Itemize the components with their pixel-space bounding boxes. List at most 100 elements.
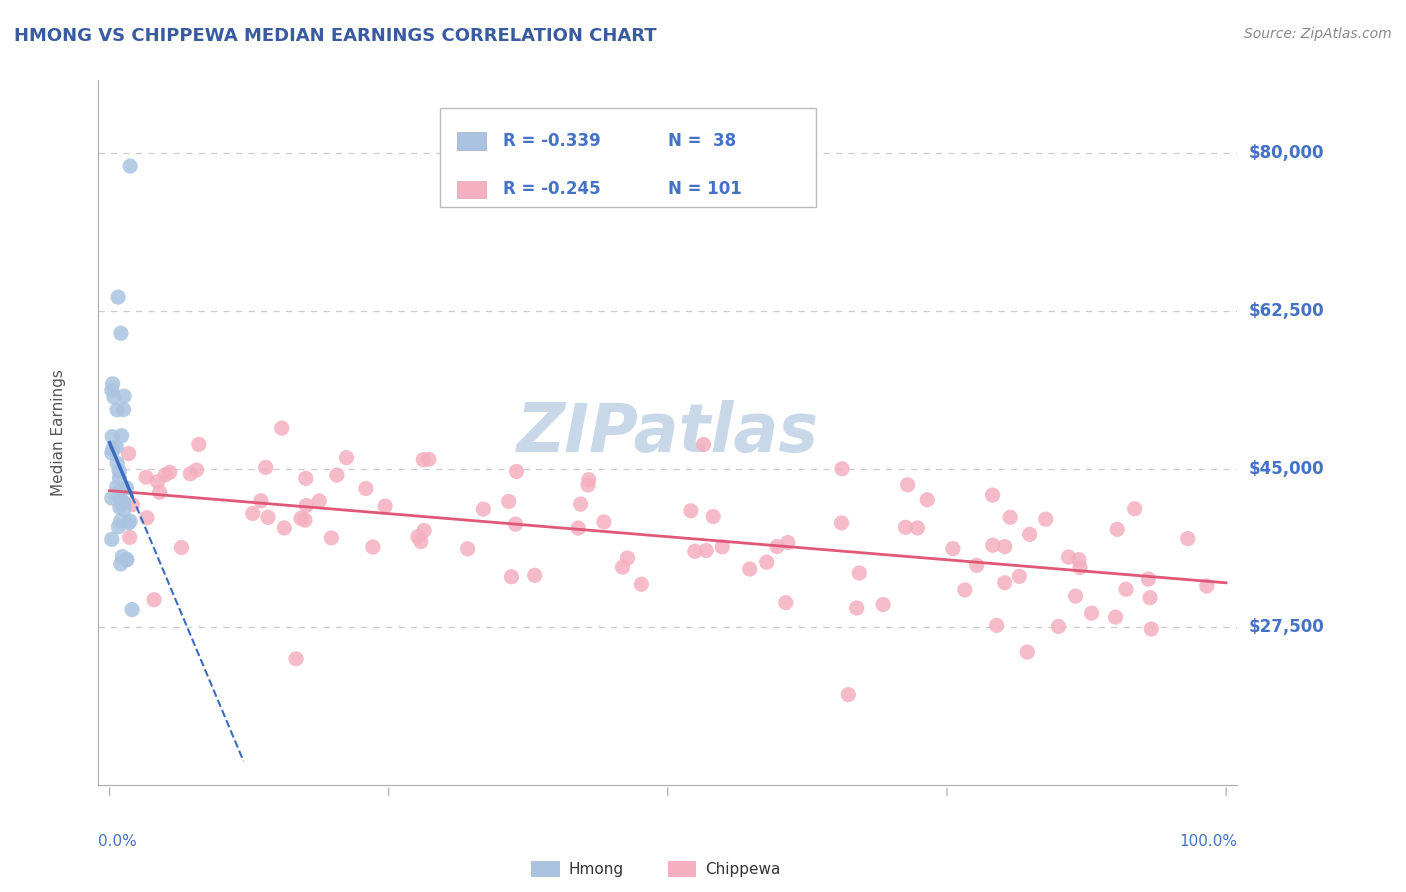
- Point: [103, 390, 125, 404]
- FancyBboxPatch shape: [457, 132, 485, 150]
- Point: [135, 470, 157, 484]
- Point: [110, 496, 132, 510]
- Point: [702, 509, 724, 524]
- Point: [1107, 522, 1129, 536]
- Point: [295, 499, 318, 513]
- Point: [953, 582, 976, 597]
- Point: [569, 497, 592, 511]
- Point: [117, 446, 139, 460]
- Point: [143, 592, 166, 607]
- Point: [1139, 591, 1161, 605]
- Point: [907, 521, 929, 535]
- Point: [897, 477, 920, 491]
- Point: [1064, 589, 1087, 603]
- Point: [110, 483, 132, 498]
- Point: [612, 560, 634, 574]
- Point: [179, 467, 201, 481]
- Point: [149, 485, 172, 500]
- Point: [115, 552, 138, 566]
- Point: [294, 471, 316, 485]
- Text: Hmong: Hmong: [569, 862, 624, 877]
- Point: [242, 507, 264, 521]
- Point: [578, 473, 600, 487]
- Point: [121, 498, 143, 512]
- Point: [135, 510, 157, 524]
- Point: [335, 450, 357, 465]
- Text: $62,500: $62,500: [1249, 301, 1324, 319]
- Point: [294, 513, 316, 527]
- Point: [409, 534, 432, 549]
- Point: [1069, 560, 1091, 574]
- Point: [994, 575, 1017, 590]
- Point: [683, 544, 706, 558]
- Text: $80,000: $80,000: [1249, 144, 1324, 161]
- Point: [107, 290, 129, 304]
- Point: [498, 494, 520, 508]
- Point: [159, 466, 181, 480]
- Text: 0.0%: 0.0%: [98, 834, 138, 849]
- Point: [695, 543, 717, 558]
- Text: $45,000: $45,000: [1249, 459, 1324, 478]
- Point: [105, 440, 128, 454]
- Point: [872, 598, 894, 612]
- Point: [105, 480, 128, 494]
- Point: [254, 460, 277, 475]
- Point: [354, 482, 377, 496]
- Point: [108, 464, 131, 478]
- Point: [112, 389, 135, 403]
- Point: [457, 541, 479, 556]
- Point: [998, 510, 1021, 524]
- Text: 100.0%: 100.0%: [1180, 834, 1237, 849]
- Point: [107, 490, 129, 504]
- Point: [630, 577, 652, 591]
- Point: [592, 515, 614, 529]
- Point: [692, 437, 714, 451]
- Point: [1177, 532, 1199, 546]
- Text: R = -0.339: R = -0.339: [503, 132, 600, 150]
- Point: [108, 500, 131, 515]
- Point: [273, 521, 295, 535]
- Point: [567, 521, 589, 535]
- Point: [775, 596, 797, 610]
- Point: [413, 524, 436, 538]
- Point: [112, 496, 135, 510]
- Point: [290, 511, 312, 525]
- Text: Median Earnings: Median Earnings: [51, 369, 66, 496]
- Point: [986, 618, 1008, 632]
- Point: [412, 452, 434, 467]
- Text: N = 101: N = 101: [668, 180, 741, 198]
- Point: [1057, 550, 1080, 565]
- Point: [112, 495, 135, 509]
- Point: [966, 558, 988, 573]
- Text: $27,500: $27,500: [1249, 618, 1324, 636]
- Point: [981, 538, 1004, 552]
- Point: [101, 533, 124, 547]
- Point: [894, 520, 917, 534]
- Point: [576, 478, 599, 492]
- Point: [146, 475, 169, 489]
- Point: [738, 562, 761, 576]
- Point: [848, 566, 870, 580]
- Point: [108, 471, 131, 485]
- Point: [1017, 645, 1039, 659]
- Point: [187, 437, 209, 451]
- Point: [766, 540, 789, 554]
- Point: [155, 467, 177, 482]
- Point: [321, 531, 343, 545]
- Point: [107, 520, 129, 534]
- Point: [406, 530, 429, 544]
- Point: [616, 551, 638, 566]
- Point: [1115, 582, 1137, 597]
- Point: [831, 516, 853, 530]
- Point: [105, 403, 128, 417]
- Point: [118, 530, 141, 544]
- FancyBboxPatch shape: [457, 180, 485, 198]
- Point: [110, 428, 132, 442]
- Point: [101, 376, 124, 391]
- Point: [115, 481, 138, 495]
- Point: [110, 514, 132, 528]
- Point: [121, 602, 143, 616]
- Point: [361, 540, 384, 554]
- Point: [1018, 527, 1040, 541]
- Point: [1008, 569, 1031, 583]
